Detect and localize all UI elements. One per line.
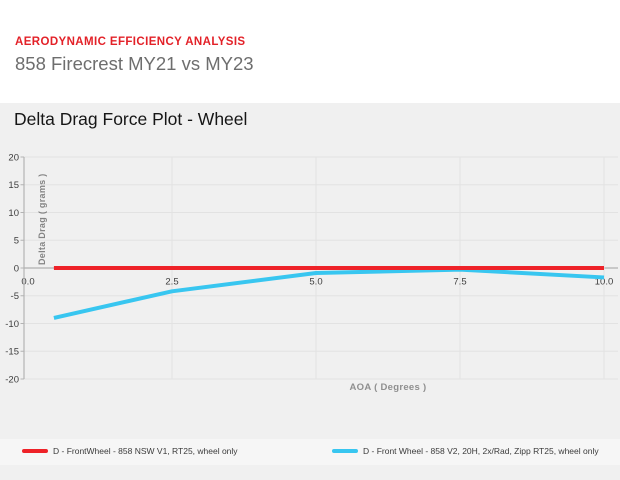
series-line-1 [53, 267, 605, 320]
chart-legend: D - FrontWheel - 858 NSW V1, RT25, wheel… [0, 446, 620, 462]
line-chart: 20 15 10 5 0 -5 -10 -15 -20 0.0 2.5 5.0 7.5 10.0 [5, 152, 618, 385]
y-tick-label: -10 [5, 319, 19, 330]
x-tick-label: 5.0 [309, 277, 322, 288]
x-tick-label: 2.5 [165, 277, 178, 288]
header-title: 858 Firecrest MY21 vs MY23 [15, 53, 254, 74]
y-tick-label: -15 [5, 347, 19, 358]
x-axis-title: AOA ( Degrees ) [349, 382, 427, 393]
legend-label: D - Front Wheel - 858 V2, 20H, 2x/Rad, Z… [363, 446, 599, 456]
y-tick-label: -20 [5, 374, 19, 385]
legend-strip [0, 439, 620, 465]
legend-swatch-cyan [332, 449, 358, 453]
legend-swatch-red [22, 449, 48, 453]
legend-item-baseline: D - FrontWheel - 858 NSW V1, RT25, wheel… [22, 446, 238, 456]
y-tick-label: 20 [8, 152, 19, 163]
y-axis-title: Delta Drag ( grams ) [37, 173, 47, 265]
legend-item-delta: D - Front Wheel - 858 V2, 20H, 2x/Rad, Z… [332, 446, 599, 456]
chart-title: Delta Drag Force Plot - Wheel [14, 109, 248, 129]
x-tick-label: 0.0 [21, 277, 34, 288]
legend-label: D - FrontWheel - 858 NSW V1, RT25, wheel… [53, 446, 238, 456]
slide-header: AERODYNAMIC EFFICIENCY ANALYSIS 858 Fire… [15, 36, 254, 75]
y-tick-label: -5 [11, 291, 19, 302]
x-tick-label: 7.5 [453, 277, 466, 288]
header-eyebrow: AERODYNAMIC EFFICIENCY ANALYSIS [15, 36, 246, 48]
y-tick-label: 10 [8, 208, 19, 219]
y-tick-label: 0 [14, 263, 19, 274]
chart-panel: Delta Drag Force Plot - Wheel 20 15 10 5 0 -5… [0, 103, 620, 480]
y-tick-label: 15 [8, 180, 19, 191]
y-tick-label: 5 [14, 236, 19, 247]
x-tick-label: 10.0 [595, 277, 614, 288]
